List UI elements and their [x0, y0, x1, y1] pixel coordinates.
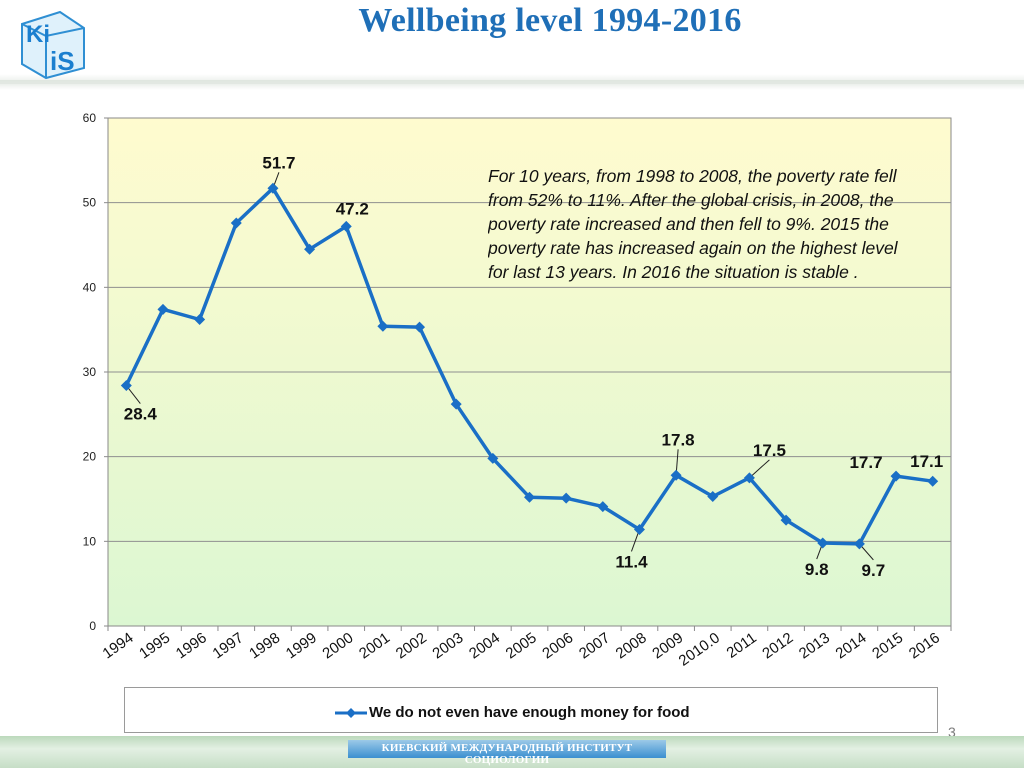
data-point-marker — [524, 491, 535, 503]
annotation-text: For 10 years, from 1998 to 2008, the pov… — [488, 166, 898, 282]
data-label: 17.5 — [753, 441, 786, 460]
data-point-marker — [267, 182, 279, 194]
x-tick-label: 2014 — [833, 629, 870, 662]
data-label: 11.4 — [615, 552, 648, 571]
x-tick-label: 2016 — [906, 629, 943, 662]
x-tick-label: 1999 — [283, 629, 320, 662]
data-point-marker — [633, 523, 645, 535]
data-point-marker — [414, 321, 426, 333]
footer-institute-name: КИЕВСКИЙ МЕЖДУНАРОДНЫЙ ИНСТИТУТ СОЦИОЛОГ… — [381, 742, 633, 766]
data-point-marker — [304, 243, 316, 255]
data-point-marker — [194, 314, 206, 326]
y-tick-label: 30 — [83, 365, 97, 379]
y-tick-label: 0 — [89, 619, 96, 633]
header-shadow — [0, 80, 1024, 90]
x-tick-label: 2006 — [539, 629, 576, 662]
x-tick-label: 2012 — [759, 629, 796, 662]
x-tick-label: 1998 — [246, 629, 283, 662]
y-tick-label: 20 — [83, 450, 97, 464]
footer-text-bar: КИЕВСКИЙ МЕЖДУНАРОДНЫЙ ИНСТИТУТ СОЦИОЛОГ… — [348, 740, 666, 766]
annotation-box: For 10 years, from 1998 to 2008, the pov… — [488, 166, 898, 282]
data-label: 9.8 — [805, 560, 829, 579]
data-label: 51.7 — [262, 153, 295, 172]
x-tick-label: 2015 — [869, 629, 906, 662]
data-point-marker — [340, 220, 352, 232]
data-label: 17.7 — [849, 453, 882, 472]
svg-text:Ki: Ki — [26, 21, 50, 48]
data-point-marker — [377, 320, 389, 332]
data-point-marker — [853, 538, 865, 550]
x-tick-label: 2001 — [356, 629, 393, 662]
data-point-marker — [780, 514, 792, 526]
x-tick-label: 2010.0 — [676, 629, 723, 669]
x-tick-label: 2007 — [576, 629, 613, 662]
x-tick-label: 1995 — [136, 629, 173, 662]
data-point-marker — [157, 303, 169, 315]
data-label: 17.8 — [662, 430, 695, 449]
data-point-marker — [120, 380, 132, 392]
x-tick-label: 1996 — [173, 629, 210, 662]
x-tick-label: 2013 — [796, 629, 833, 662]
x-tick-label: 2011 — [724, 629, 760, 661]
x-tick-label: 2003 — [429, 629, 466, 662]
header-band — [0, 0, 1024, 84]
y-tick-label: 10 — [83, 534, 97, 548]
footer-band: КИЕВСКИЙ МЕЖДУНАРОДНЫЙ ИНСТИТУТ СОЦИОЛОГ… — [0, 736, 1024, 768]
data-label: 17.1 — [910, 452, 943, 471]
y-tick-label: 50 — [83, 196, 97, 210]
x-tick-label: 1994 — [100, 629, 137, 662]
x-tick-label: 1997 — [209, 629, 246, 662]
data-point-marker — [670, 469, 682, 481]
data-point-marker — [707, 490, 719, 502]
data-label: 9.7 — [862, 561, 886, 580]
data-point-marker — [890, 470, 902, 482]
data-point-marker — [487, 452, 499, 464]
data-point-marker — [450, 398, 462, 410]
data-point-marker — [927, 475, 939, 487]
legend-entry: We do not even have enough money for foo… — [335, 704, 690, 721]
data-label: 47.2 — [336, 199, 369, 218]
x-tick-label: 2000 — [319, 629, 356, 662]
y-tick-label: 60 — [83, 111, 97, 125]
y-tick-label: 40 — [83, 280, 97, 294]
x-tick-label: 2008 — [613, 629, 650, 662]
data-label-leader — [749, 459, 770, 479]
legend-label: We do not even have enough money for foo… — [369, 704, 690, 721]
kiis-logo: Ki iS — [21, 10, 85, 80]
slide-title: Wellbeing level 1994-2016 — [358, 2, 742, 39]
data-point-marker — [817, 537, 829, 549]
data-label: 28.4 — [124, 405, 158, 424]
x-tick-label: 2005 — [503, 629, 540, 662]
x-tick-label: 2002 — [393, 629, 430, 662]
data-point-marker — [560, 492, 572, 504]
legend: We do not even have enough money for foo… — [124, 687, 938, 733]
svg-text:iS: iS — [50, 46, 75, 76]
x-tick-label: 2004 — [466, 629, 503, 662]
data-point-marker — [743, 472, 755, 484]
page-number: 3 — [948, 724, 956, 740]
data-point-marker — [230, 217, 242, 229]
legend-line-swatch — [335, 707, 367, 718]
data-point-marker — [597, 501, 609, 513]
